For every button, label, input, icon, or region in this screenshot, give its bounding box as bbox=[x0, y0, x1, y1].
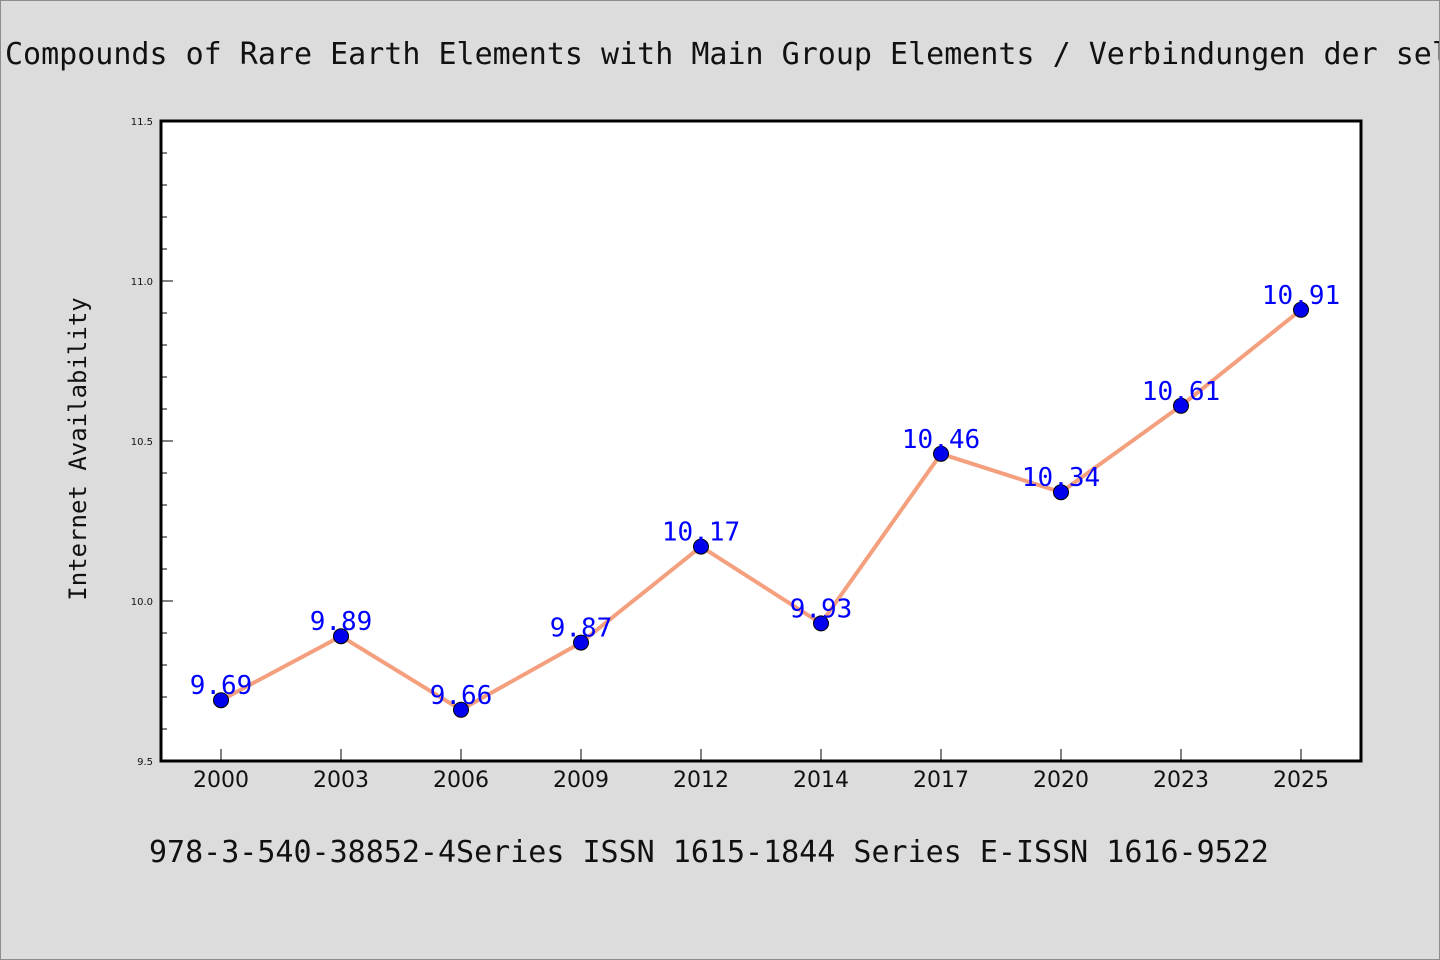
series-group: 9.69 9.89 9.66 9.87 10.17 9.93 10.46 10.34 10.61… bbox=[190, 281, 1340, 718]
data-label: 9.89 bbox=[310, 607, 373, 637]
x-tick-label: 2025 bbox=[1273, 768, 1329, 793]
data-label: 9.93 bbox=[790, 594, 853, 624]
y-tick-label: 9.5 bbox=[137, 757, 153, 768]
x-tick-label: 2012 bbox=[673, 768, 729, 793]
data-point bbox=[1053, 484, 1069, 501]
data-point bbox=[933, 445, 949, 462]
data-point bbox=[693, 538, 709, 555]
y-tick-label: 10.0 bbox=[131, 597, 153, 608]
y-tick-label: 10.5 bbox=[131, 437, 153, 448]
chart-title: Compounds of Rare Earth Elements with Ma… bbox=[5, 37, 1440, 72]
x-tick-label: 2017 bbox=[913, 768, 969, 793]
x-tick-label: 2003 bbox=[313, 768, 369, 793]
data-point bbox=[1293, 301, 1309, 318]
x-tick-label: 2014 bbox=[793, 768, 849, 793]
x-tick-label: 2020 bbox=[1033, 768, 1089, 793]
x-tick-label: 2023 bbox=[1153, 768, 1209, 793]
data-label: 9.87 bbox=[550, 614, 613, 644]
data-label: 10.61 bbox=[1142, 377, 1220, 407]
x-tick-label: 2006 bbox=[433, 768, 489, 793]
footer-text: 978-3-540-38852-4Series ISSN 1615-1844 S… bbox=[149, 835, 1269, 870]
x-axis: 2000 2003 2006 2009 2012 2014 2017 2020 2023 2025 bbox=[193, 749, 1329, 793]
data-label: 9.69 bbox=[190, 671, 253, 701]
data-label: 10.46 bbox=[902, 425, 980, 455]
data-label: 10.91 bbox=[1262, 281, 1340, 311]
data-point bbox=[573, 634, 589, 651]
y-axis: 9.5 10.0 10.5 11.0 11.5 bbox=[131, 117, 173, 768]
x-tick-label: 2009 bbox=[553, 768, 609, 793]
data-label: 9.66 bbox=[430, 681, 493, 711]
y-axis-label: Internet Availability bbox=[64, 297, 92, 600]
x-tick-label: 2000 bbox=[193, 768, 249, 793]
series-line bbox=[220, 308, 1303, 712]
y-tick-label: 11.0 bbox=[131, 277, 153, 288]
plot-area bbox=[159, 119, 1363, 763]
data-point bbox=[1173, 397, 1189, 414]
data-label: 10.17 bbox=[662, 518, 740, 548]
data-label: 10.34 bbox=[1022, 463, 1100, 493]
data-point bbox=[813, 615, 829, 632]
data-point bbox=[213, 692, 229, 709]
y-tick-label: 11.5 bbox=[131, 117, 153, 128]
data-point bbox=[333, 628, 349, 645]
data-point bbox=[453, 701, 469, 718]
